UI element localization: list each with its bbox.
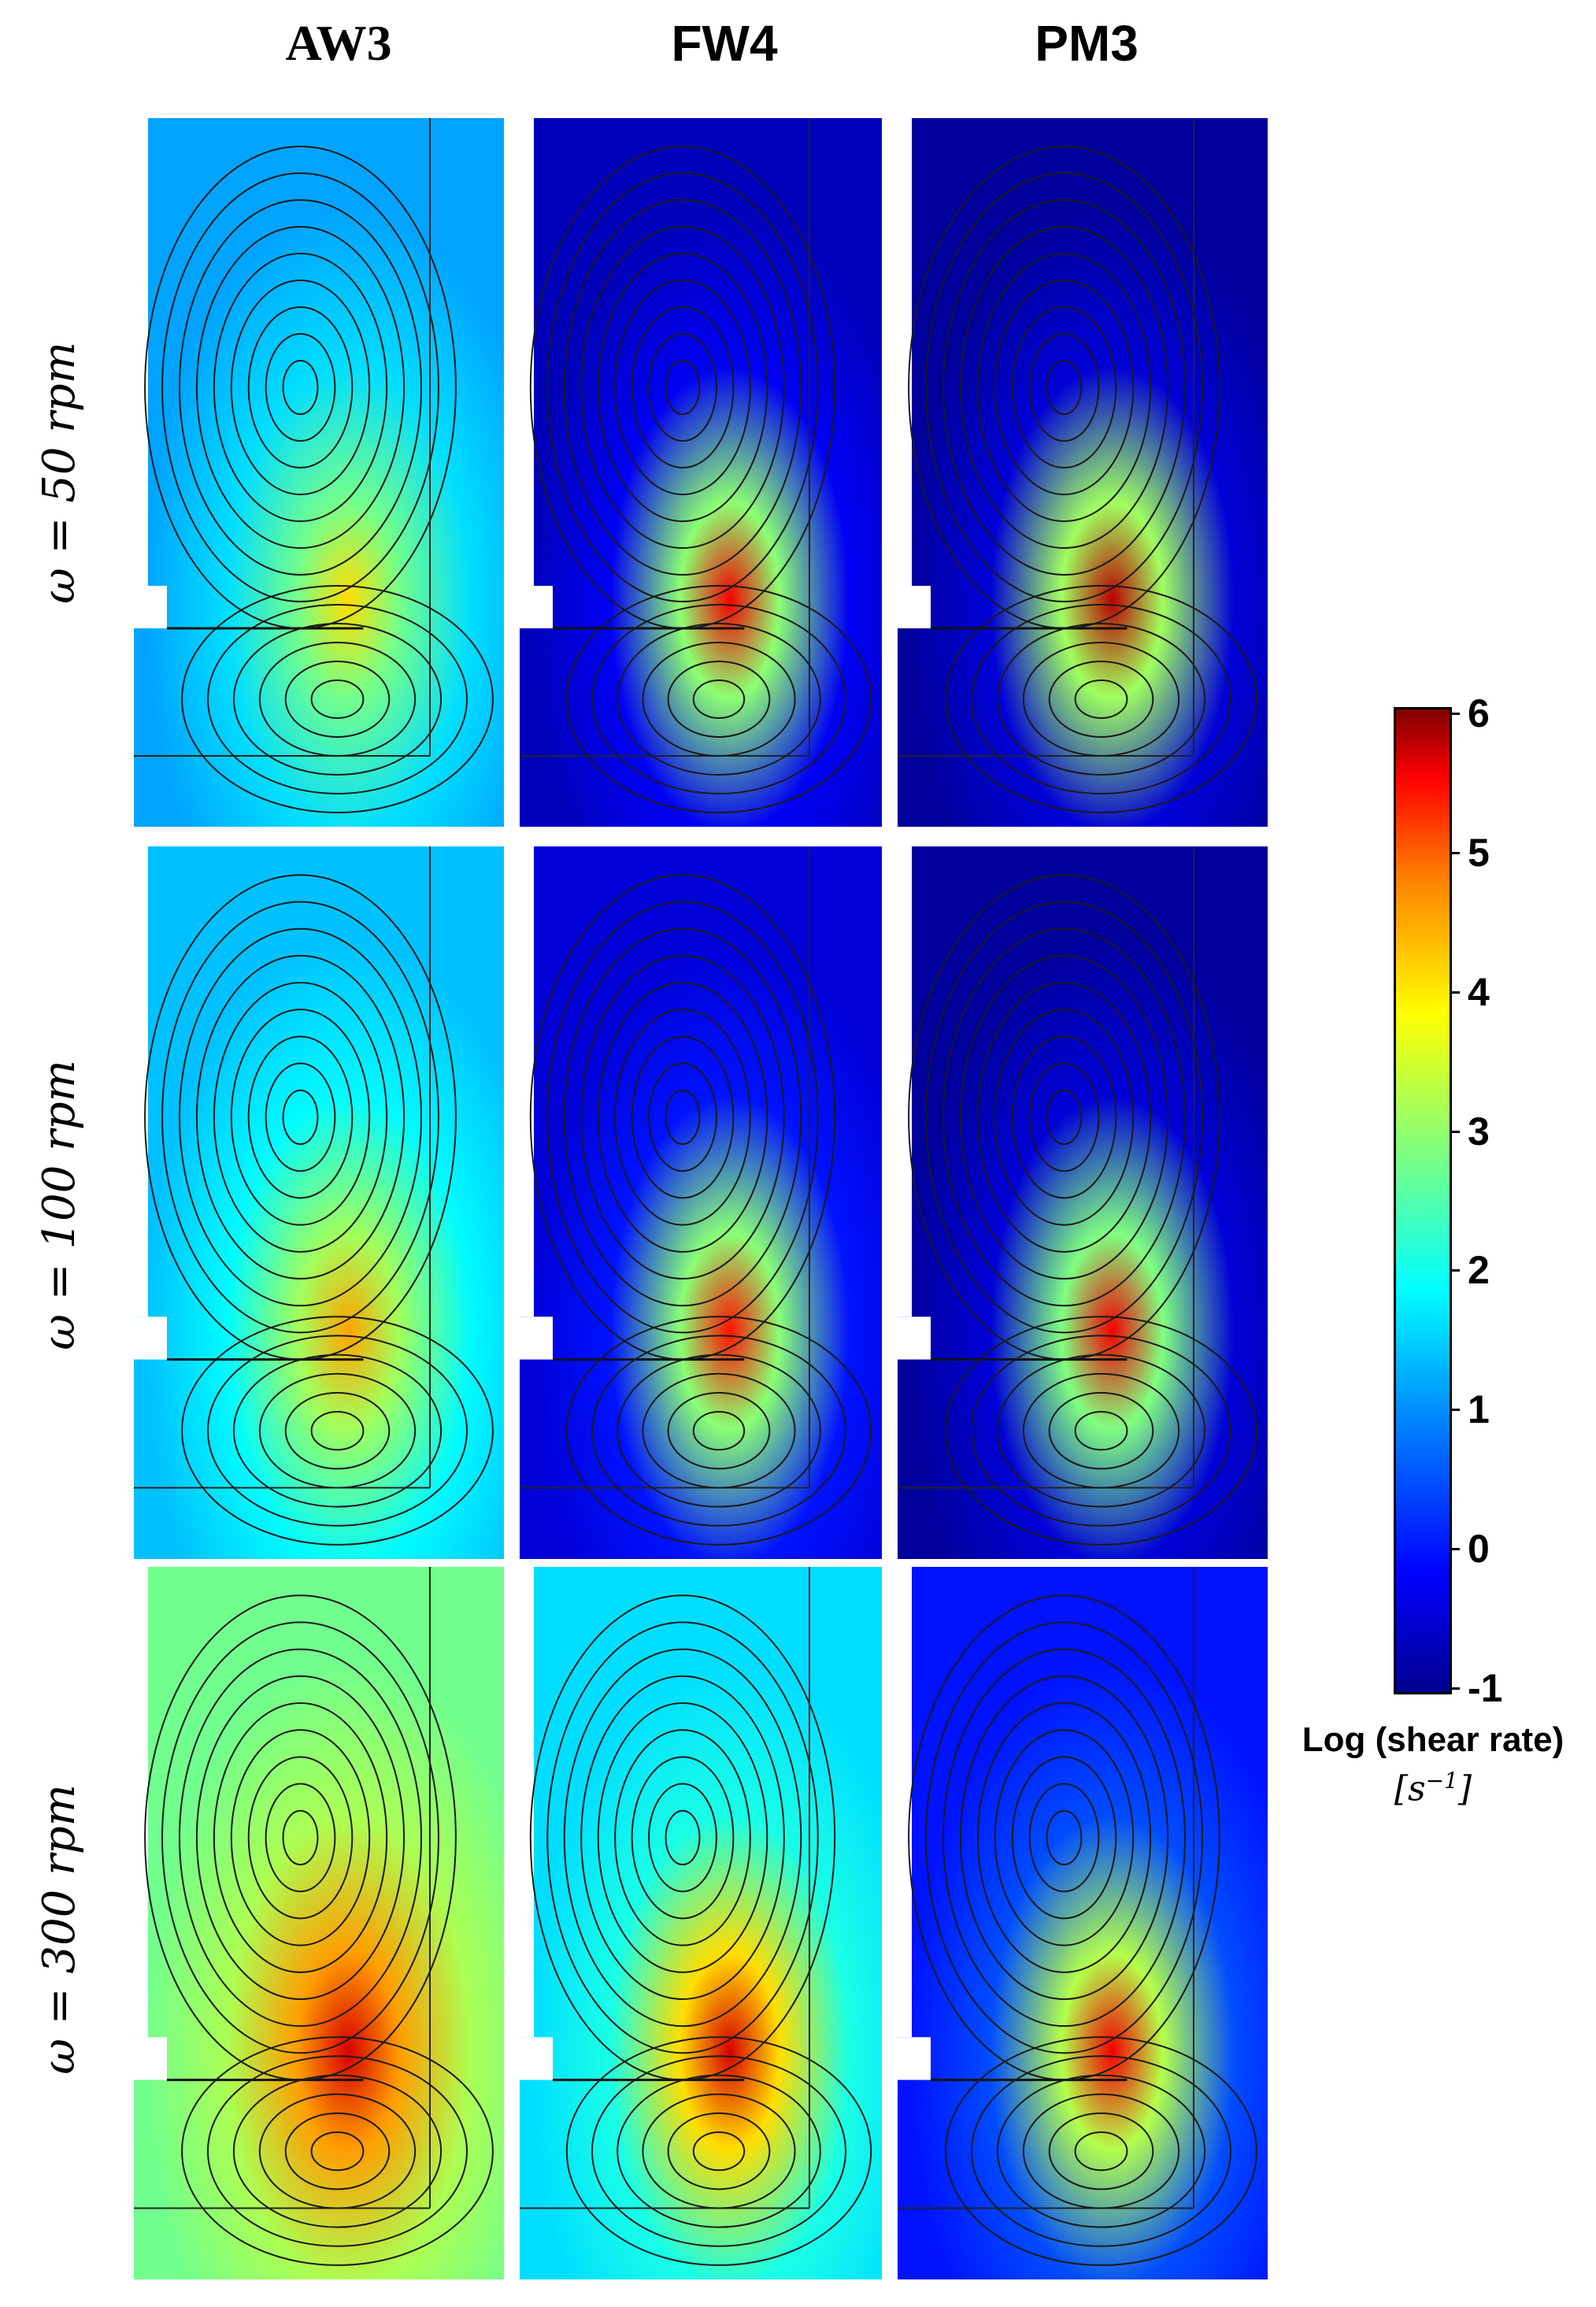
streamlines bbox=[144, 1594, 494, 2266]
colorbar-unit: [s−1] bbox=[1394, 1768, 1472, 1809]
panel-aw3-300rpm bbox=[134, 1567, 504, 2279]
streamlines bbox=[144, 874, 494, 1546]
colorbar-tick-label: -1 bbox=[1468, 1666, 1503, 1710]
colorbar-tick bbox=[1450, 1548, 1460, 1551]
column-title-fw4: FW4 bbox=[671, 15, 778, 72]
colorbar-tick-label: 6 bbox=[1468, 691, 1490, 735]
colorbar-tick-label: 4 bbox=[1468, 969, 1490, 1014]
panel-aw3-50rpm bbox=[134, 118, 504, 827]
colorbar-tick-label: 1 bbox=[1468, 1387, 1490, 1432]
colorbar-tick bbox=[1450, 1409, 1460, 1412]
panel-pm3-300rpm bbox=[898, 1567, 1268, 2279]
panel-fw4-300rpm bbox=[520, 1567, 882, 2279]
row-title-100rpm: ω = 100 rpm bbox=[4, 850, 114, 1559]
row-label-50rpm: ω = 50 rpm bbox=[33, 341, 85, 604]
panel-aw3-100rpm bbox=[134, 846, 504, 1559]
colorbar-tick-label: 5 bbox=[1468, 830, 1490, 875]
row-label-100rpm: ω = 100 rpm bbox=[33, 1059, 85, 1350]
streamlines bbox=[908, 146, 1257, 813]
colorbar-title: Log (shear rate) bbox=[1302, 1720, 1565, 1759]
streamlines bbox=[529, 146, 872, 813]
panel-pm3-100rpm bbox=[898, 846, 1268, 1559]
colorbar-tick-label: 0 bbox=[1468, 1527, 1490, 1572]
row-label-300rpm: ω = 300 rpm bbox=[33, 1783, 85, 2075]
column-title-aw3: AW3 bbox=[285, 15, 392, 71]
streamlines bbox=[908, 1594, 1257, 2266]
panel-pm3-50rpm bbox=[898, 118, 1268, 827]
streamlines bbox=[144, 146, 494, 813]
colorbar-tick bbox=[1450, 991, 1460, 994]
streamlines bbox=[529, 1594, 872, 2266]
colorbar-tick bbox=[1450, 1130, 1460, 1133]
panel-fw4-100rpm bbox=[520, 846, 882, 1559]
colorbar bbox=[1394, 707, 1452, 1694]
colorbar-tick bbox=[1450, 851, 1460, 854]
row-title-300rpm: ω = 300 rpm bbox=[4, 1575, 114, 2283]
streamlines bbox=[908, 874, 1257, 1546]
column-title-pm3: PM3 bbox=[1035, 15, 1139, 72]
colorbar-tick bbox=[1450, 1687, 1460, 1690]
colorbar-tick bbox=[1450, 713, 1460, 715]
streamlines bbox=[529, 874, 872, 1546]
row-title-50rpm: ω = 50 rpm bbox=[4, 118, 114, 827]
panel-fw4-50rpm bbox=[520, 118, 882, 827]
colorbar-tick-label: 2 bbox=[1468, 1248, 1490, 1293]
colorbar-tick-label: 3 bbox=[1468, 1109, 1490, 1154]
colorbar-tick bbox=[1450, 1269, 1460, 1272]
